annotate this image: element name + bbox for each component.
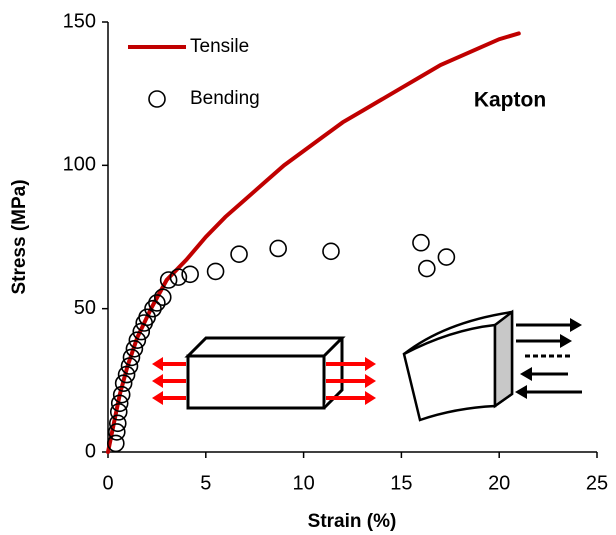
y-tick-label: 0 bbox=[85, 440, 96, 462]
bending-point bbox=[206, 262, 225, 281]
bending-point bbox=[120, 357, 139, 375]
bending-point bbox=[437, 248, 456, 266]
bending-point bbox=[412, 233, 430, 252]
bending-point bbox=[128, 331, 147, 350]
bending-point bbox=[418, 259, 436, 278]
bending-point bbox=[107, 434, 125, 453]
bending-point bbox=[112, 385, 131, 404]
bending-point bbox=[108, 414, 127, 433]
legend-marker bbox=[148, 90, 166, 108]
x-tick-label: 15 bbox=[390, 472, 412, 494]
y-tick-label: 100 bbox=[63, 154, 96, 176]
x-tick-label: 20 bbox=[488, 472, 510, 494]
bending-point bbox=[138, 308, 156, 327]
annotation: Kapton bbox=[474, 89, 546, 112]
bending-point bbox=[269, 239, 287, 258]
plot-area bbox=[102, 21, 598, 458]
bending-point bbox=[125, 339, 144, 358]
bending-point bbox=[230, 245, 248, 263]
bending-point bbox=[122, 348, 141, 367]
bending-point bbox=[181, 265, 199, 284]
bending-diagram bbox=[402, 309, 582, 422]
bending-point bbox=[153, 288, 172, 307]
y-axis-title: Stress (MPa) bbox=[9, 179, 30, 294]
x-tick-label: 25 bbox=[586, 472, 608, 494]
y-tick-label: 50 bbox=[74, 297, 96, 319]
x-axis-title: Strain (%) bbox=[308, 511, 397, 532]
bending-point bbox=[322, 242, 340, 261]
bending-point bbox=[109, 403, 128, 421]
bending-point bbox=[117, 365, 136, 384]
legend-label: Tensile bbox=[190, 36, 249, 57]
bending-point bbox=[110, 394, 129, 413]
x-tick-label: 10 bbox=[292, 472, 314, 494]
legend-label: Bending bbox=[190, 88, 260, 109]
y-tick-label: 150 bbox=[63, 10, 96, 32]
x-tick-label: 0 bbox=[102, 472, 113, 494]
bending-point bbox=[108, 423, 126, 441]
bending-point bbox=[159, 271, 178, 289]
bending-point bbox=[144, 299, 162, 318]
tensile-line bbox=[106, 31, 521, 454]
tensile-diagram bbox=[152, 336, 376, 410]
x-tick-label: 5 bbox=[200, 472, 211, 494]
bending-point bbox=[169, 268, 188, 286]
bending-point bbox=[114, 374, 133, 393]
bending-point bbox=[148, 294, 166, 312]
